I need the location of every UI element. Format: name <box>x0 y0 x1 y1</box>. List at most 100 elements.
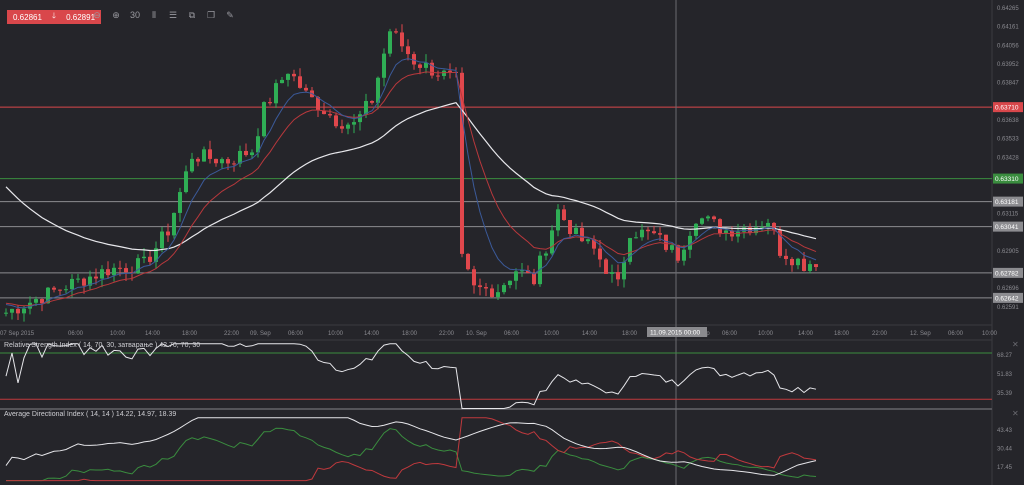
candle-body <box>52 287 56 290</box>
candle-body <box>712 216 716 220</box>
timeframe-icon[interactable]: 30 <box>130 10 141 20</box>
zoom-in-icon[interactable]: ⊕ <box>112 10 120 20</box>
candle-body <box>316 97 320 111</box>
candle-body <box>412 54 416 65</box>
candle-body <box>262 102 266 137</box>
candle-body <box>286 73 290 80</box>
candle-body <box>574 227 578 234</box>
time-label: 22:00 <box>439 331 455 337</box>
candle-body <box>472 269 476 286</box>
candle-body <box>376 77 380 103</box>
candle-body <box>346 124 350 129</box>
candle-body <box>322 110 326 115</box>
candle-body <box>382 53 386 78</box>
candle-body <box>556 209 560 231</box>
time-label: 14:00 <box>582 331 598 337</box>
price-tick: 0.63952 <box>997 62 1019 68</box>
candle-body <box>790 258 794 266</box>
candle-body <box>760 226 764 228</box>
candle-body <box>388 31 392 54</box>
level-label: 0.63181 <box>995 199 1019 206</box>
time-label: 10:00 <box>544 331 560 337</box>
candle-body <box>400 32 404 47</box>
time-label: 10. Sep <box>466 331 487 337</box>
chart-toolbar: ⊖ ⊕ 30 ⫴ ☰ ⧉ ❐ ✎ <box>92 10 235 21</box>
candle-body <box>274 83 278 104</box>
price-tick: 0.63847 <box>997 81 1019 87</box>
copy-icon[interactable]: ❐ <box>206 10 216 20</box>
candle-body <box>736 231 740 237</box>
time-label: 14:00 <box>145 331 161 337</box>
adx-tick: 17.45 <box>997 465 1013 471</box>
candle-body <box>76 278 80 280</box>
candle-body <box>604 259 608 274</box>
price-tick: 0.62591 <box>997 305 1019 311</box>
candle-body <box>646 229 650 232</box>
price-badge[interactable]: 0.62861 🡓 0.62891 <box>7 10 102 24</box>
candle-body <box>484 287 488 289</box>
candle-body <box>160 231 164 249</box>
candle-body <box>394 31 398 33</box>
time-label: 06:00 <box>68 331 84 337</box>
candle-body <box>124 268 128 273</box>
chart-type-icon[interactable]: ⫴ <box>152 10 156 20</box>
screenshot-icon[interactable]: ⧉ <box>188 10 196 20</box>
candle-body <box>364 101 368 115</box>
time-label: 06:00 <box>948 331 964 337</box>
price-tick: 0.62905 <box>997 249 1019 255</box>
candle-body <box>592 239 596 249</box>
candle-body <box>292 73 296 77</box>
candle-body <box>580 227 584 242</box>
candle-body <box>628 238 632 262</box>
candle-body <box>694 223 698 236</box>
candle-body <box>586 239 590 242</box>
level-badge <box>993 196 1023 207</box>
price-tick: 0.63428 <box>997 156 1019 162</box>
candle-body <box>670 245 674 250</box>
candle-body <box>340 126 344 129</box>
candle-body <box>652 231 656 234</box>
time-label: 07 Sep 2015 <box>0 331 35 337</box>
draw-icon[interactable]: ✎ <box>226 10 234 20</box>
candle-body <box>676 245 680 261</box>
candle-body <box>706 216 710 219</box>
ma-mid-line <box>5 71 817 307</box>
candle-body <box>460 72 464 254</box>
candle-body <box>148 256 152 262</box>
candle-body <box>520 270 524 272</box>
time-label: 18:00 <box>182 331 198 337</box>
price-tick: 0.64265 <box>997 6 1019 12</box>
candle-body <box>4 312 8 314</box>
level-badge <box>993 102 1023 113</box>
candle-body <box>766 222 770 227</box>
candle-body <box>250 152 254 156</box>
close-rsi-icon[interactable]: ✕ <box>1012 340 1019 349</box>
time-label: 18:00 <box>834 331 850 337</box>
arrow-down-icon: 🡓 <box>51 11 57 20</box>
candle-body <box>796 258 800 266</box>
price-tick: 0.63638 <box>997 118 1019 124</box>
time-label: 22:00 <box>224 331 240 337</box>
candle-body <box>742 227 746 232</box>
time-label: 10:00 <box>328 331 344 337</box>
time-label: 22:00 <box>872 331 888 337</box>
candle-body <box>466 253 470 270</box>
candle-body <box>298 76 302 88</box>
candle-body <box>226 159 230 164</box>
candle-body <box>784 255 788 259</box>
candle-body <box>82 278 86 286</box>
ma-slow-line <box>5 102 817 252</box>
candle-body <box>430 62 434 76</box>
candle-body <box>280 79 284 84</box>
rsi-line <box>5 343 817 409</box>
candle-body <box>724 230 728 234</box>
level-label: 0.63710 <box>995 105 1019 112</box>
candle-body <box>598 248 602 260</box>
close-adx-icon[interactable]: ✕ <box>1012 409 1019 418</box>
indicators-icon[interactable]: ☰ <box>168 10 178 20</box>
zoom-out-icon[interactable]: ⊖ <box>93 10 101 20</box>
candle-body <box>442 70 446 76</box>
candle-body <box>268 102 272 104</box>
candle-body <box>436 75 440 77</box>
